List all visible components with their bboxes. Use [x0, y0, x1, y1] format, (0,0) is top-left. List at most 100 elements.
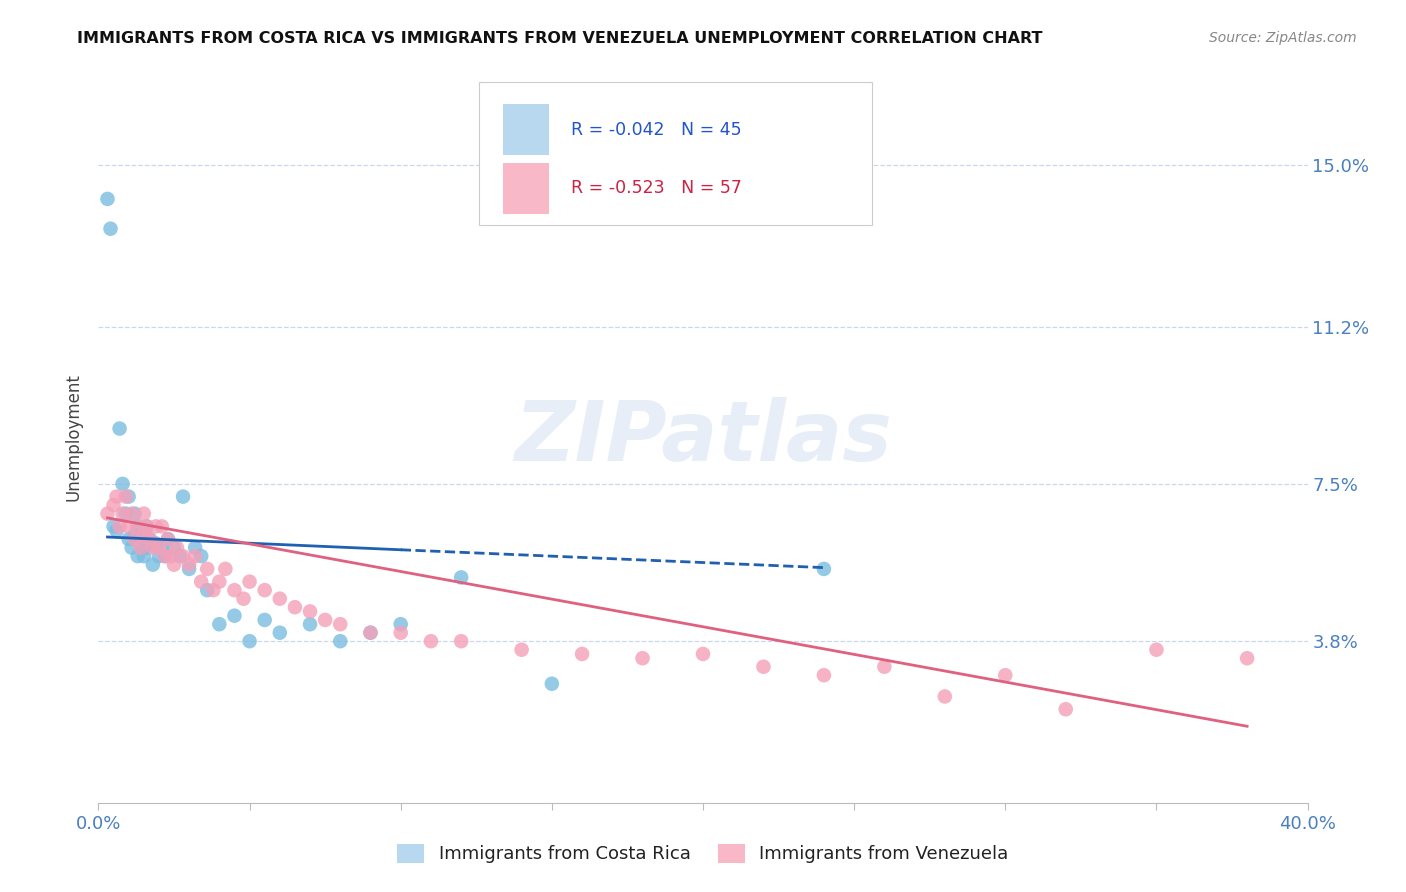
Point — [329, 634, 352, 648]
Text: Source: ZipAtlas.com: Source: ZipAtlas.com — [1209, 31, 1357, 45]
Point — [145, 519, 167, 533]
Point — [111, 507, 134, 521]
Point — [994, 668, 1017, 682]
Point — [160, 549, 183, 563]
Point — [813, 562, 835, 576]
Point — [108, 519, 131, 533]
Point — [127, 549, 149, 563]
Point — [873, 659, 896, 673]
Point — [1236, 651, 1258, 665]
Point — [103, 498, 125, 512]
Point — [299, 617, 322, 632]
Point — [163, 558, 186, 572]
Point — [166, 541, 188, 555]
Point — [360, 625, 382, 640]
Point — [139, 532, 162, 546]
Point — [239, 634, 262, 648]
Point — [450, 570, 472, 584]
Point — [105, 490, 128, 504]
Point — [96, 507, 118, 521]
Point — [127, 519, 149, 533]
FancyBboxPatch shape — [503, 163, 550, 214]
Point — [269, 591, 291, 606]
Point — [934, 690, 956, 704]
Point — [329, 617, 352, 632]
Point — [571, 647, 593, 661]
Point — [108, 421, 131, 435]
Text: ZIPatlas: ZIPatlas — [515, 397, 891, 477]
Point — [135, 519, 157, 533]
Point — [184, 549, 207, 563]
Point — [148, 549, 170, 563]
Text: IMMIGRANTS FROM COSTA RICA VS IMMIGRANTS FROM VENEZUELA UNEMPLOYMENT CORRELATION: IMMIGRANTS FROM COSTA RICA VS IMMIGRANTS… — [77, 31, 1043, 46]
Point — [145, 536, 167, 550]
Point — [121, 507, 143, 521]
FancyBboxPatch shape — [479, 82, 872, 225]
Point — [813, 668, 835, 682]
Point — [692, 647, 714, 661]
Point — [510, 642, 533, 657]
Point — [299, 604, 322, 618]
Point — [103, 519, 125, 533]
Point — [139, 532, 162, 546]
Point — [214, 562, 236, 576]
Point — [224, 583, 246, 598]
Point — [150, 541, 173, 555]
Point — [1054, 702, 1077, 716]
Point — [389, 617, 412, 632]
Point — [269, 625, 291, 640]
Point — [172, 490, 194, 504]
Point — [631, 651, 654, 665]
Point — [184, 541, 207, 555]
Point — [121, 541, 143, 555]
Point — [135, 519, 157, 533]
Point — [114, 507, 136, 521]
Point — [124, 532, 146, 546]
Point — [169, 549, 191, 563]
Point — [124, 528, 146, 542]
Y-axis label: Unemployment: Unemployment — [65, 373, 83, 501]
Point — [195, 562, 218, 576]
Point — [148, 541, 170, 555]
Point — [156, 532, 179, 546]
Point — [129, 541, 152, 555]
Point — [105, 524, 128, 538]
Point — [253, 583, 276, 598]
Point — [224, 608, 246, 623]
Point — [190, 549, 212, 563]
Point — [752, 659, 775, 673]
Point — [208, 574, 231, 589]
Point — [118, 519, 141, 533]
Point — [96, 192, 118, 206]
Point — [127, 519, 149, 533]
Point — [156, 532, 179, 546]
Point — [114, 490, 136, 504]
Point — [179, 558, 201, 572]
Point — [195, 583, 218, 598]
Point — [124, 507, 146, 521]
Point — [118, 490, 141, 504]
Point — [135, 541, 157, 555]
Point — [360, 625, 382, 640]
Point — [153, 549, 176, 563]
Point — [202, 583, 225, 598]
Point — [190, 574, 212, 589]
Point — [111, 476, 134, 491]
Point — [253, 613, 276, 627]
Point — [1144, 642, 1167, 657]
Text: R = -0.523   N = 57: R = -0.523 N = 57 — [571, 179, 742, 197]
Point — [314, 613, 336, 627]
Point — [208, 617, 231, 632]
Point — [142, 541, 165, 555]
Point — [450, 634, 472, 648]
Point — [172, 549, 194, 563]
Point — [142, 558, 165, 572]
Point — [389, 625, 412, 640]
Legend: Immigrants from Costa Rica, Immigrants from Venezuela: Immigrants from Costa Rica, Immigrants f… — [389, 837, 1017, 871]
Point — [132, 507, 155, 521]
Point — [153, 549, 176, 563]
Point — [232, 591, 254, 606]
Point — [132, 528, 155, 542]
Point — [284, 600, 307, 615]
Point — [118, 532, 141, 546]
